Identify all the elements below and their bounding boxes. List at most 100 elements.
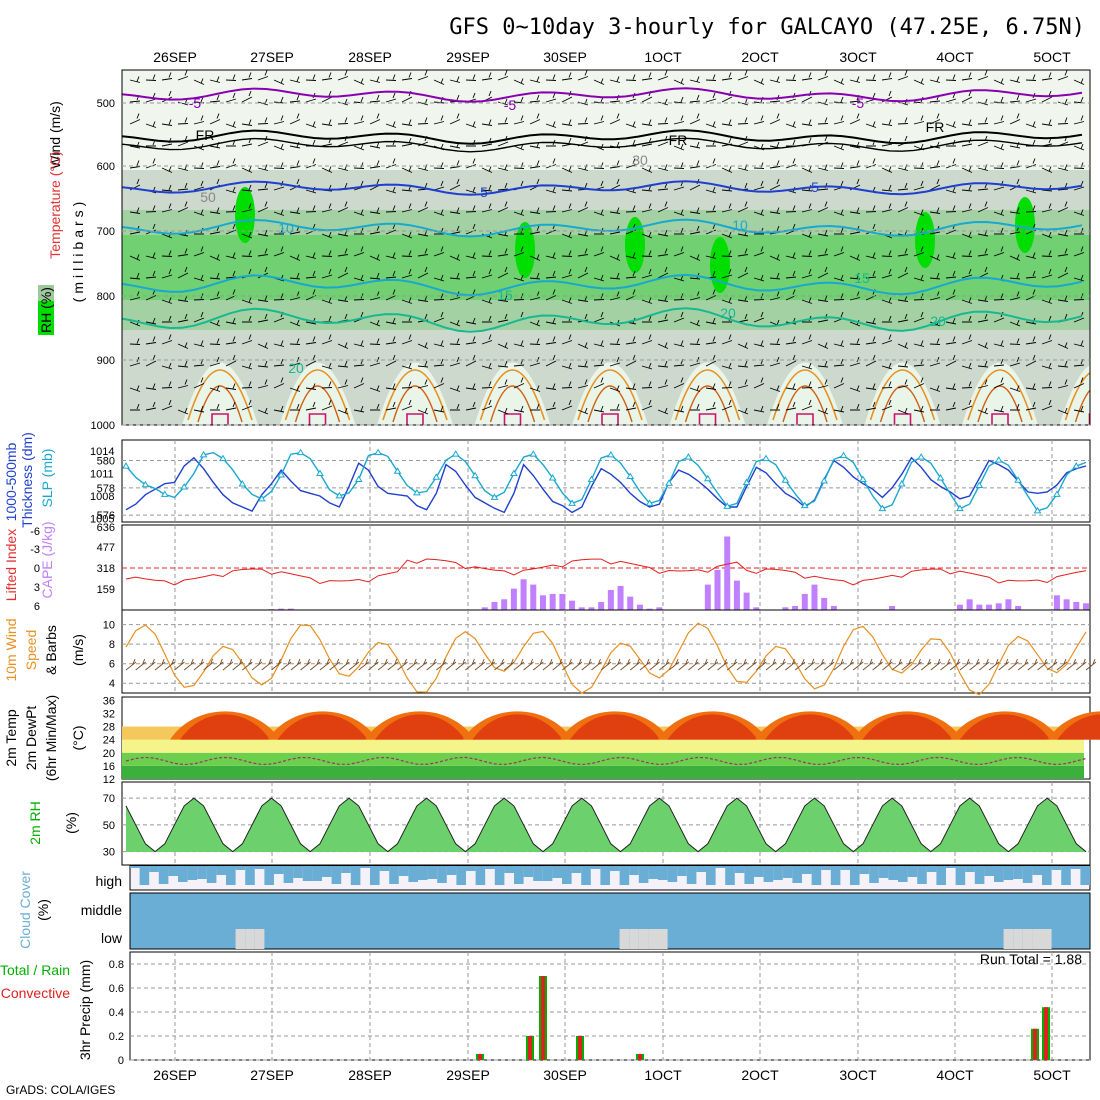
wind-barb [145, 317, 157, 325]
cape-bar [986, 604, 993, 610]
surface-wind-barb [581, 658, 593, 671]
surface-wind-barb [232, 658, 243, 671]
wind-barb [386, 139, 396, 147]
wind-barb [769, 291, 781, 301]
wind-barb [145, 205, 157, 213]
wind-barb [945, 74, 957, 81]
wind-barb [577, 360, 589, 368]
wind-barb [1041, 203, 1053, 213]
wind-barb [305, 383, 317, 390]
wind-barb [801, 72, 813, 81]
wind-barb [241, 90, 253, 103]
surface-wind-barb [988, 658, 1000, 671]
surface-wind-barb [717, 658, 728, 671]
temp-30-contour [294, 385, 341, 423]
wind-barb [321, 334, 333, 345]
surface-wind-barb [639, 658, 651, 671]
slp-tick: 1005 [90, 513, 114, 525]
wind-barb [433, 358, 445, 367]
wind-barb [369, 94, 381, 103]
wind-barb [130, 403, 140, 411]
high-cloud-bar [197, 866, 207, 879]
temp-25-contour [577, 369, 643, 421]
low-cloud-bar [254, 929, 265, 949]
high-cloud-bar [869, 866, 879, 883]
wind-barb [209, 385, 221, 392]
bottom-date-label: 26SEP [153, 1067, 197, 1083]
wind-barb [1057, 360, 1069, 368]
wind-barb [561, 362, 573, 370]
wind-barb [945, 92, 957, 103]
top-date-label: 1OCT [644, 49, 682, 65]
surface-wind-barb [882, 658, 893, 671]
wind-barb [289, 338, 301, 345]
surface-wind-barb [377, 658, 389, 671]
slp-point [1014, 476, 1023, 483]
temp-25-contour [674, 369, 741, 421]
wind-barb [961, 381, 973, 389]
wind-barb [641, 334, 653, 345]
wind-barb [1057, 248, 1069, 257]
wind-barb [210, 403, 220, 411]
high-cloud-bar [206, 866, 217, 883]
temp-hump-core [862, 714, 953, 740]
high-cloud-bar [494, 866, 505, 885]
cape-bar [1005, 599, 1012, 610]
slp-point [296, 448, 305, 456]
surface-wind-barb [300, 658, 311, 671]
wind-barb [193, 274, 205, 282]
contour-label: -5 [504, 97, 517, 113]
precip-tick: 0.2 [109, 1031, 124, 1043]
wind-barb [497, 201, 509, 213]
wind-barb [577, 201, 589, 213]
wind-barb [993, 377, 1005, 389]
wind-barb [1041, 297, 1053, 304]
surface-wind-barb [979, 658, 990, 671]
cape-bar [782, 607, 789, 610]
rh-plume [515, 222, 535, 278]
high-cloud-bar [274, 866, 284, 874]
wind-barb [929, 254, 941, 261]
wind-barb [1025, 401, 1037, 411]
wind-barb [689, 254, 701, 261]
wind-barb [705, 336, 717, 345]
wind-barb [817, 360, 829, 368]
wind-barb [929, 272, 941, 280]
contour-label: 5 [480, 184, 488, 200]
wind-barb [177, 117, 189, 125]
wind-barb [593, 78, 605, 85]
wind-barb [193, 209, 205, 216]
wind-barb [833, 162, 845, 169]
wind-barb [289, 385, 301, 392]
wind-barb [433, 162, 445, 169]
wind-barb [897, 70, 909, 81]
wind-barb [721, 268, 733, 279]
wind-barb [721, 231, 733, 239]
wind-barb [177, 266, 189, 279]
wind-barb [161, 166, 173, 173]
high-cloud-bar [811, 866, 822, 885]
wind-barb [1041, 381, 1053, 389]
slp-point [354, 475, 363, 483]
wind-barb [769, 385, 781, 392]
wind-barb [657, 266, 669, 279]
wind-barb [609, 178, 621, 191]
rh2m-unit: (%) [63, 812, 79, 834]
wind-barb [257, 313, 269, 323]
wind-barb [1057, 342, 1069, 349]
upper-air-panel: 500 600 700 800 900 1000 -5 -5 -5 FR FR FR 5 5 10 10 15… [91, 69, 1091, 432]
rh-plume [625, 217, 645, 273]
wind-barb [369, 385, 381, 392]
slp-point [335, 491, 344, 499]
wind-barb [801, 334, 813, 345]
wind-barb [561, 268, 573, 279]
wind-barb [689, 385, 701, 392]
wind-barb [945, 289, 957, 301]
wind-barb [1009, 207, 1021, 214]
slp-point [587, 475, 596, 483]
wind-barb [1057, 229, 1069, 237]
wind-barb [785, 270, 797, 279]
wind-barb [385, 383, 397, 390]
low-cloud-bar [638, 929, 649, 949]
slp-point [665, 479, 673, 486]
